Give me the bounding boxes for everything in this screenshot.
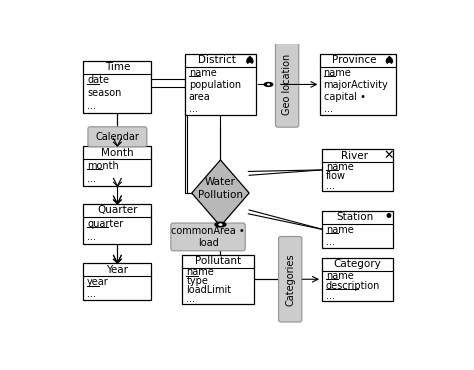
Text: ...: ... bbox=[87, 101, 96, 111]
Text: name: name bbox=[326, 225, 354, 235]
Bar bbox=[83, 61, 152, 113]
Text: •: • bbox=[383, 208, 393, 226]
Text: Time: Time bbox=[105, 62, 130, 72]
Bar bbox=[322, 211, 393, 248]
Ellipse shape bbox=[215, 222, 226, 227]
Text: capital •: capital • bbox=[324, 92, 365, 102]
Text: year: year bbox=[87, 277, 109, 287]
Text: type: type bbox=[186, 276, 208, 286]
FancyBboxPatch shape bbox=[171, 223, 245, 251]
Bar bbox=[83, 146, 152, 186]
Polygon shape bbox=[192, 160, 249, 226]
Text: Quarter: Quarter bbox=[97, 205, 137, 215]
Text: ...: ... bbox=[326, 181, 335, 191]
Text: Month: Month bbox=[101, 148, 134, 158]
Bar bbox=[83, 204, 152, 244]
Text: ✕: ✕ bbox=[383, 149, 394, 162]
Text: Water
Pollution: Water Pollution bbox=[198, 177, 243, 200]
Text: name: name bbox=[189, 68, 217, 78]
Text: Geo location: Geo location bbox=[282, 54, 292, 115]
Text: Categories: Categories bbox=[285, 253, 295, 306]
FancyBboxPatch shape bbox=[279, 236, 302, 322]
Text: month: month bbox=[87, 161, 119, 171]
Text: ...: ... bbox=[324, 104, 333, 114]
Text: name: name bbox=[186, 267, 214, 277]
Text: population: population bbox=[189, 80, 241, 90]
Text: Province: Province bbox=[332, 55, 377, 65]
Polygon shape bbox=[246, 56, 254, 64]
Text: name: name bbox=[324, 68, 351, 78]
Ellipse shape bbox=[264, 83, 273, 86]
Text: ...: ... bbox=[326, 237, 335, 247]
Text: Pollutant: Pollutant bbox=[195, 256, 241, 266]
Text: season: season bbox=[87, 88, 121, 98]
Text: date: date bbox=[87, 75, 109, 85]
Text: ...: ... bbox=[326, 291, 335, 301]
Text: River: River bbox=[341, 151, 368, 161]
Text: Calendar: Calendar bbox=[95, 132, 139, 142]
Text: majorActivity: majorActivity bbox=[324, 80, 388, 90]
Bar bbox=[319, 54, 396, 115]
Text: Station: Station bbox=[336, 212, 373, 222]
Bar bbox=[322, 149, 393, 191]
Text: ...: ... bbox=[87, 232, 96, 242]
Text: flow: flow bbox=[326, 171, 346, 181]
Ellipse shape bbox=[267, 83, 270, 85]
Bar bbox=[83, 263, 152, 300]
Text: loadLimit: loadLimit bbox=[186, 285, 231, 295]
Bar bbox=[182, 255, 254, 304]
Ellipse shape bbox=[219, 223, 222, 226]
Text: name: name bbox=[326, 271, 354, 281]
Text: ...: ... bbox=[87, 174, 96, 184]
Text: Year: Year bbox=[106, 265, 128, 275]
Bar bbox=[322, 258, 393, 301]
Text: ...: ... bbox=[189, 104, 198, 114]
Text: name: name bbox=[326, 162, 354, 172]
Text: ...: ... bbox=[87, 289, 96, 299]
Text: commonArea •
load: commonArea • load bbox=[171, 226, 245, 248]
Bar bbox=[185, 54, 256, 115]
Text: description: description bbox=[326, 281, 380, 291]
FancyBboxPatch shape bbox=[275, 42, 299, 127]
Text: District: District bbox=[199, 55, 236, 65]
Text: area: area bbox=[189, 92, 210, 102]
Text: Category: Category bbox=[334, 259, 382, 269]
Polygon shape bbox=[385, 56, 393, 64]
Text: ...: ... bbox=[186, 295, 195, 305]
Text: quarter: quarter bbox=[87, 219, 123, 229]
FancyBboxPatch shape bbox=[88, 127, 147, 147]
